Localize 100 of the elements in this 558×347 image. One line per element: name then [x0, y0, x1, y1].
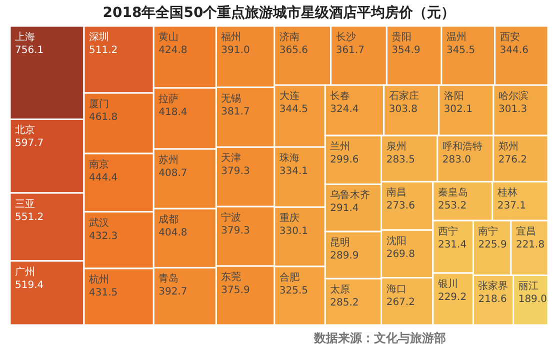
cell: 济南 365.6: [274, 25, 332, 86]
category-label: 西宁: [438, 226, 458, 238]
cell: 洛阳 302.1: [438, 84, 494, 136]
category-label: 厦门: [89, 98, 109, 110]
cell: 厦门 461.8: [83, 92, 154, 154]
data-label: 418.4: [158, 106, 188, 118]
data-label: 379.3: [221, 226, 250, 237]
cell: 昆明 289.9: [324, 230, 382, 280]
category-label: 广州: [15, 266, 35, 278]
cell: 丽江 189.0: [512, 274, 549, 326]
cell: 长沙 361.7: [330, 25, 388, 86]
category-label: 合肥: [279, 271, 300, 284]
cell: 贵阳 354.9: [386, 25, 442, 86]
cell: 成都 404.8: [152, 208, 217, 268]
cell: 武汉 432.3: [83, 211, 154, 270]
data-label: 324.4: [330, 104, 359, 116]
category-label: 东莞: [221, 271, 242, 284]
category-label: 南宁: [478, 226, 498, 238]
cell: 珠海 334.1: [274, 146, 326, 208]
cell: 北京 597.7: [9, 118, 85, 194]
cell: 苏州 408.7: [152, 148, 217, 210]
cell: 杭州 431.5: [83, 268, 154, 326]
data-label: 289.9: [330, 250, 359, 262]
data-label: 424.8: [158, 45, 188, 56]
data-label: 379.3: [221, 166, 250, 178]
category-label: 乌鲁木齐: [330, 189, 370, 202]
cell: 青岛 392.7: [152, 266, 217, 326]
cell: 重庆 330.1: [274, 206, 326, 268]
category-label: 天津: [221, 152, 242, 164]
data-label: 461.8: [89, 112, 118, 124]
data-label: 283.0: [442, 154, 472, 166]
data-label: 408.7: [158, 168, 188, 180]
data-label: 392.7: [158, 286, 188, 298]
cell: 合肥 325.5: [274, 266, 326, 326]
cell: 拉萨 418.4: [152, 87, 217, 150]
cell: 福州 391.0: [215, 25, 276, 88]
data-label: 432.3: [89, 230, 118, 242]
data-label: 299.6: [330, 154, 359, 166]
data-label: 511.2: [89, 45, 118, 56]
cell: 石家庄 303.8: [383, 84, 440, 136]
data-label: 325.5: [279, 285, 308, 296]
data-label: 283.5: [386, 154, 415, 166]
data-label: 345.5: [446, 45, 476, 56]
cell: 呼和浩特 283.0: [436, 134, 494, 182]
cell: 东莞 375.9: [215, 265, 276, 326]
category-label: 兰州: [330, 140, 350, 153]
data-label: 189.0: [518, 294, 547, 306]
data-label: 229.2: [438, 292, 467, 304]
data-label: 354.9: [392, 45, 420, 56]
data-label: 551.2: [15, 212, 44, 223]
category-label: 上海: [15, 31, 35, 43]
category-label: 成都: [158, 214, 179, 226]
cell: 郑州 276.2: [492, 134, 549, 182]
cell: 温州 345.5: [440, 25, 496, 86]
data-label: 285.2: [330, 298, 359, 309]
cell: 张家界 218.6: [472, 274, 514, 326]
cell: 桂林 237.1: [492, 180, 549, 222]
data-label: 361.7: [336, 45, 364, 56]
data-label: 273.6: [386, 200, 415, 212]
cell: 沈阳 269.8: [380, 229, 434, 279]
category-label: 宁波: [221, 212, 242, 224]
data-label: 225.9: [478, 240, 507, 251]
cell: 天津 379.3: [215, 146, 276, 208]
category-label: 宜昌: [516, 226, 536, 238]
data-label: 381.7: [221, 106, 250, 118]
category-label: 哈尔滨: [498, 90, 528, 102]
category-label: 重庆: [279, 212, 300, 224]
cell: 宁波 379.3: [215, 206, 276, 267]
cell: 无锡 381.7: [215, 86, 276, 148]
category-label: 无锡: [221, 93, 242, 104]
cell: 南昌 273.6: [380, 180, 434, 231]
cell: 秦皇岛 253.2: [432, 180, 494, 222]
category-label: 海口: [386, 282, 406, 295]
data-label: 330.1: [279, 226, 308, 238]
cell: 西安 344.6: [494, 25, 549, 86]
category-label: 深圳: [89, 31, 109, 43]
cell: 黄山 424.8: [152, 25, 217, 89]
cell: 长春 324.4: [324, 84, 385, 136]
data-label: 519.4: [15, 280, 44, 291]
category-label: 石家庄: [388, 90, 419, 102]
cell: 南宁 225.9: [472, 220, 512, 276]
data-label: 404.8: [158, 228, 188, 239]
category-label: 杭州: [88, 273, 109, 286]
category-label: 南京: [89, 158, 109, 171]
category-label: 贵阳: [392, 31, 412, 43]
category-label: 北京: [15, 124, 35, 136]
category-label: 温州: [446, 31, 466, 43]
data-label: 756.1: [15, 45, 44, 56]
data-label: 267.2: [386, 296, 415, 308]
data-label: 365.6: [279, 45, 308, 56]
cell: 乌鲁木齐 291.4: [324, 183, 382, 232]
cell: 上海 756.1: [9, 25, 85, 120]
category-label: 长春: [330, 90, 350, 102]
category-label: 三亚: [15, 198, 35, 210]
category-label: 秦皇岛: [438, 186, 468, 199]
cell: 宜昌 221.8: [510, 220, 549, 276]
cell: 海口 267.2: [380, 277, 434, 326]
cell: 大连 344.5: [274, 84, 326, 148]
data-label: 221.8: [516, 240, 545, 251]
data-label: 291.4: [330, 203, 359, 214]
